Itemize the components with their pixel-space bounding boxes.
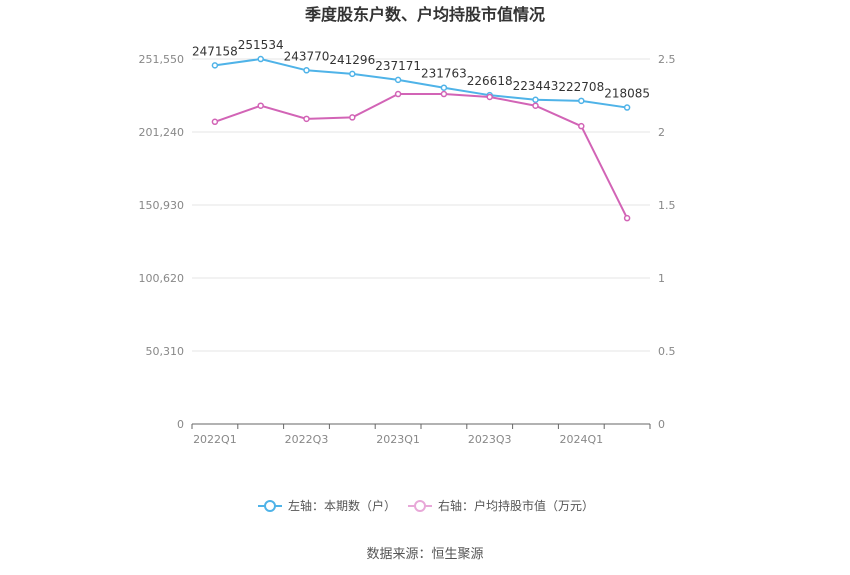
chart-title: 季度股东户数、户均持股市值情况	[304, 5, 545, 24]
x-tick-label: 2022Q3	[285, 433, 329, 446]
left-tick-label: 201,240	[139, 126, 185, 139]
legend-item-right-series[interactable]: 右轴：户均持股市值（万元）	[408, 498, 594, 513]
series-point-left[interactable]	[623, 104, 631, 111]
data-label: 241296	[329, 53, 375, 67]
series-point-right[interactable]	[303, 115, 310, 123]
x-tick-label: 2023Q3	[468, 433, 512, 446]
right-tick-label: 2.5	[658, 53, 676, 66]
data-source: 数据来源：恒生聚源	[366, 547, 483, 562]
right-axis-ticks: 0 0.5 1 1.5 2 2.5	[658, 53, 676, 431]
series-line-left	[214, 58, 628, 109]
data-label: 223443	[513, 79, 559, 93]
series-point-left[interactable]	[440, 84, 448, 91]
legend-item-left-series[interactable]: 左轴：本期数（户）	[258, 498, 396, 513]
x-tick-label: 2022Q1	[193, 433, 237, 446]
left-tick-label: 150,930	[139, 199, 185, 212]
left-tick-label: 251,550	[139, 53, 185, 66]
series-point-right[interactable]	[486, 93, 493, 101]
data-label: 237171	[375, 59, 421, 73]
series-point-left[interactable]	[211, 62, 219, 69]
right-tick-label: 0	[658, 418, 665, 431]
x-tick-label: 2024Q1	[559, 433, 603, 446]
x-axis: 2022Q1 2022Q3 2023Q1 2023Q3 2024Q1	[191, 423, 651, 446]
series-point-right[interactable]	[349, 114, 356, 121]
data-label: 226618	[467, 74, 513, 88]
data-label: 231763	[421, 67, 467, 81]
series-point-left[interactable]	[578, 97, 585, 105]
left-tick-label: 100,620	[139, 272, 185, 285]
series-point-right[interactable]	[211, 118, 219, 126]
series-point-left[interactable]	[257, 55, 264, 63]
data-label: 247158	[192, 44, 238, 58]
series-point-left[interactable]	[532, 96, 539, 104]
data-label: 251534	[238, 38, 284, 52]
series-point-right[interactable]	[440, 90, 448, 98]
series-point-left[interactable]	[394, 76, 402, 84]
series-point-right[interactable]	[578, 122, 585, 130]
series-point-left[interactable]	[349, 70, 356, 78]
right-tick-label: 1	[658, 272, 665, 285]
data-label: 243770	[284, 49, 330, 63]
data-label: 222708	[558, 80, 604, 94]
right-tick-label: 1.5	[658, 199, 676, 212]
left-axis-ticks: 0 50,310 100,620 150,930 201,240 251,550	[139, 53, 185, 431]
legend-label-right: 右轴：户均持股市值（万元）	[438, 498, 594, 513]
grid-lines	[192, 58, 650, 352]
legend-marker-left	[264, 500, 276, 512]
right-tick-label: 2	[658, 126, 665, 139]
series-point-right[interactable]	[532, 102, 539, 109]
right-tick-label: 0.5	[658, 345, 676, 358]
data-label: 218085	[604, 87, 650, 101]
legend[interactable]: 左轴：本期数（户） 右轴：户均持股市值（万元）	[258, 498, 594, 513]
legend-label-left: 左轴：本期数（户）	[288, 498, 396, 513]
series-point-right[interactable]	[394, 90, 402, 98]
series-point-left[interactable]	[303, 67, 310, 74]
series-point-right[interactable]	[257, 102, 264, 109]
left-tick-label: 50,310	[146, 345, 185, 358]
left-tick-label: 0	[177, 418, 184, 431]
series-line-right	[214, 93, 628, 219]
x-tick-label: 2023Q1	[376, 433, 420, 446]
series-point-right[interactable]	[623, 214, 631, 222]
legend-marker-right	[414, 500, 426, 512]
